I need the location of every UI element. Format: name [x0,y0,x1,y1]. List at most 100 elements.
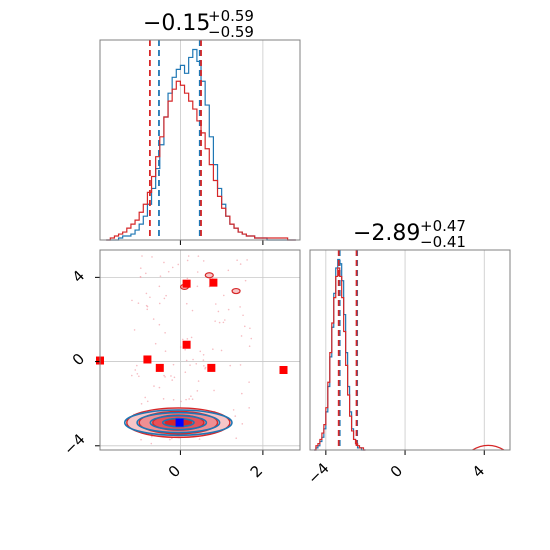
blue-contour-level [123,409,233,437]
blue-contour-level [149,414,208,431]
sample-point [196,285,199,288]
sample-point [131,299,133,302]
scatter-samples [130,255,253,445]
sample-point [244,279,247,282]
sample-point [184,348,186,351]
sample-point [149,296,151,299]
x-tick-labels: 0 2 [165,462,266,481]
histogram-step-line [313,267,366,451]
sample-point [240,335,243,337]
x-tick-label: −4 [304,459,332,487]
tick-marks [325,450,485,455]
sample-point [195,363,198,365]
sample-point [214,320,216,322]
sample-point [190,395,192,397]
sample-point [236,259,238,262]
red-contour-island [204,272,214,279]
panel-title-lower: −0.59 [208,23,254,41]
sample-point [249,327,251,330]
sample-point [162,398,165,400]
y-tick-labels: 4 0 −4 [60,267,88,459]
sample-point [146,400,149,403]
sample-point [171,437,173,440]
sample-point [145,292,148,295]
y-tick-label: 0 [69,350,88,369]
sample-point [248,345,251,348]
x-tick-label: 0 [387,462,406,481]
sample-point [139,275,142,278]
x-tick-label: 0 [165,462,184,481]
sample-point [189,364,191,366]
outlier-marker [182,279,191,288]
histogram-series [313,250,505,451]
panel-title-lower: −0.41 [420,233,466,251]
sample-point [167,270,170,273]
y-tick-label: 4 [69,267,88,286]
outlier-marker [155,363,164,372]
sample-point [185,302,188,305]
sample-point [239,306,241,308]
sample-point [172,398,175,401]
sample-point [151,256,153,258]
sample-point [136,364,138,367]
sample-point [224,319,226,321]
sample-point [241,423,244,425]
sample-point [235,437,238,439]
sample-point [133,329,136,331]
sample-point [146,308,149,311]
sample-point [203,365,205,367]
sample-point [179,346,182,348]
sample-point [139,267,142,269]
sample-point [248,381,250,383]
sample-point [150,435,153,438]
sample-point [140,402,143,405]
x-tick-label: 4 [469,462,488,481]
sample-point [136,372,139,375]
sample-point [187,255,190,257]
sample-point [190,336,193,339]
histogram-tail [472,444,505,451]
sample-point [248,407,250,409]
sample-point [202,354,205,356]
sample-point [186,277,189,280]
axes-frame [309,249,511,451]
red-contour-island [231,287,241,295]
sample-point [191,398,194,400]
sample-point [180,400,182,403]
sample-point [171,266,174,269]
sample-point [185,359,188,362]
sample-point [158,386,161,389]
sample-point [171,379,174,381]
sample-point [181,338,184,341]
panel-title-main: −2.89 [353,221,420,246]
outlier-marker [143,355,152,364]
sample-point [173,376,176,379]
sample-point [164,376,166,378]
sample-point [188,398,190,400]
axes-frame [99,249,301,451]
sample-point [218,321,221,324]
panel-title-upper: +0.59 [208,7,254,25]
blue-contour-level [136,411,221,434]
sample-point [222,321,225,324]
sample-point [239,263,242,265]
sample-point [220,349,223,352]
grid-lines [180,40,264,240]
sample-point [242,314,244,317]
outlier-marker [182,340,191,349]
sample-point [163,374,165,377]
sample-point [250,337,253,340]
sample-point [229,364,232,367]
sample-point [146,305,149,308]
sample-point [158,302,161,305]
sample-point [246,259,248,261]
sample-point [202,359,205,361]
tick-marks [95,276,264,455]
sample-point [141,255,143,257]
sample-point [164,331,166,334]
sample-point [197,255,200,257]
sample-point [222,294,225,297]
x-tick-labels: −4 0 4 [304,459,488,487]
sample-point [241,392,243,395]
sample-point [196,390,199,392]
